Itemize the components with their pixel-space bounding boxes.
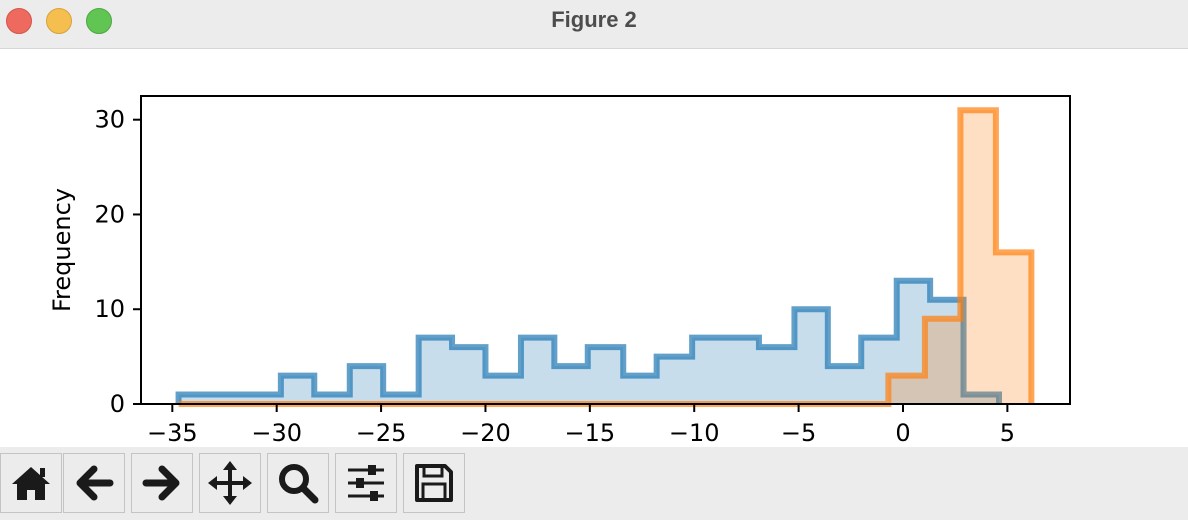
arrow-right-icon bbox=[142, 465, 180, 501]
search-icon bbox=[279, 464, 319, 504]
maximize-window-button[interactable] bbox=[86, 8, 112, 34]
histogram-chart: −35 −30 −25 −20 −15 −10 −5 0 5 0 10 20 30 Frequency bbox=[48, 95, 1071, 447]
pan-button[interactable] bbox=[199, 453, 261, 513]
move-icon bbox=[208, 461, 252, 505]
histogram-fill-series-2 bbox=[178, 110, 1032, 404]
back-button[interactable] bbox=[63, 453, 125, 513]
configure-subplots-button[interactable] bbox=[335, 453, 397, 513]
save-button[interactable] bbox=[403, 453, 465, 513]
x-tick-label: −20 bbox=[460, 419, 511, 447]
x-tick-label: −15 bbox=[565, 419, 616, 447]
y-tick-label: 20 bbox=[94, 200, 125, 228]
figure-canvas[interactable]: −35 −30 −25 −20 −15 −10 −5 0 5 0 10 20 30 Frequency bbox=[0, 49, 1188, 447]
title-bar: Figure 2 bbox=[0, 0, 1188, 49]
histogram-outline-series-1 bbox=[175, 277, 1003, 404]
x-tick-label: 5 bbox=[1000, 419, 1015, 447]
navigation-toolbar bbox=[0, 447, 1188, 520]
minimize-window-button[interactable] bbox=[46, 8, 72, 34]
home-icon bbox=[12, 467, 50, 500]
forward-button[interactable] bbox=[131, 453, 193, 513]
plot-frame bbox=[140, 95, 1071, 405]
y-axis-label: Frequency bbox=[48, 188, 76, 312]
sliders-icon bbox=[348, 465, 384, 501]
home-button[interactable] bbox=[0, 453, 62, 513]
zoom-button[interactable] bbox=[267, 453, 329, 513]
floppy-disk-icon bbox=[415, 464, 453, 502]
plot-background bbox=[141, 96, 1070, 404]
x-tick-label: 0 bbox=[895, 419, 910, 447]
window-title: Figure 2 bbox=[551, 7, 637, 32]
x-tick-label: −35 bbox=[147, 419, 198, 447]
x-tick-label: −25 bbox=[356, 419, 407, 447]
arrow-left-icon bbox=[76, 465, 114, 501]
close-window-button[interactable] bbox=[6, 8, 32, 34]
y-tick-label: 30 bbox=[94, 106, 125, 134]
y-tick-label: 10 bbox=[94, 295, 125, 323]
x-tick-label: −30 bbox=[251, 419, 302, 447]
x-tick-label: −10 bbox=[669, 419, 720, 447]
histogram-outline-series-2 bbox=[178, 107, 1035, 407]
histogram-fill-series-1 bbox=[178, 280, 1000, 404]
y-tick-label: 0 bbox=[110, 390, 125, 418]
x-tick-label: −5 bbox=[781, 419, 816, 447]
